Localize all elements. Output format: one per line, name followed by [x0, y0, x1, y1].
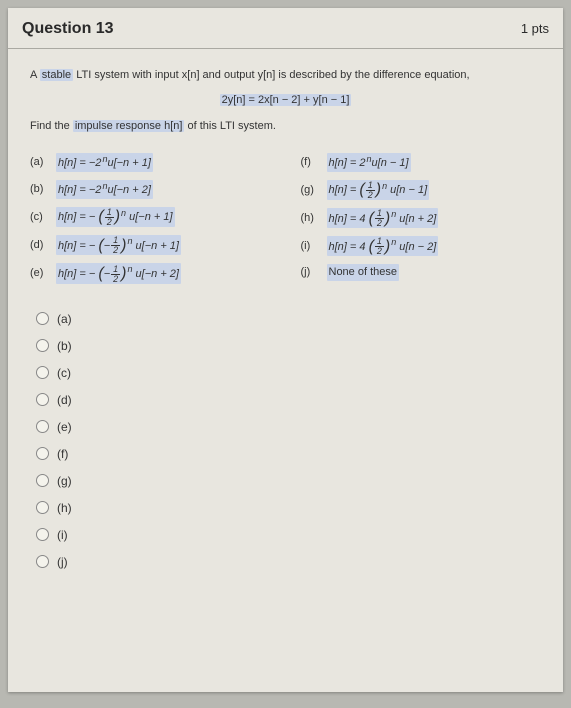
- radio-e[interactable]: (e): [36, 418, 541, 436]
- radio-a[interactable]: (a): [36, 310, 541, 328]
- option-d: (d) h[n] = − (−12)n u[−n + 1]: [30, 235, 271, 255]
- difference-equation: 2y[n] = 2x[n − 2] + y[n − 1]: [30, 92, 541, 109]
- option-i: (i) h[n] = 4 (12)n u[n − 2]: [301, 236, 542, 256]
- highlight-stable: stable: [40, 69, 73, 81]
- radio-i[interactable]: (i): [36, 526, 541, 544]
- option-expr: h[n] = −2nu[−n + 2]: [56, 180, 153, 199]
- question-card: Question 13 1 pts A stable LTI system wi…: [8, 8, 563, 692]
- radio-icon[interactable]: [36, 393, 49, 406]
- option-label: (e): [30, 265, 50, 282]
- option-label: (b): [30, 181, 50, 198]
- options-left: (a) h[n] = −2nu[−n + 1] (b) h[n] = −2nu[…: [30, 145, 271, 292]
- radio-icon[interactable]: [36, 420, 49, 433]
- prompt-text: LTI system with input x[n] and output y[…: [73, 69, 469, 81]
- option-label: (h): [301, 210, 321, 227]
- prompt-line-2: Find the impulse response h[n] of this L…: [30, 118, 541, 135]
- question-title: Question 13: [22, 20, 114, 38]
- radio-j[interactable]: (j): [36, 553, 541, 571]
- radio-f[interactable]: (f): [36, 445, 541, 463]
- radio-label: (f): [57, 445, 68, 463]
- highlight-impulse: impulse response h[n]: [73, 120, 185, 132]
- prompt-text: Find the: [30, 120, 73, 132]
- option-expr: h[n] = − (−12)n u[−n + 2]: [56, 263, 181, 283]
- radio-icon[interactable]: [36, 501, 49, 514]
- option-expr: h[n] = 2nu[n − 1]: [327, 153, 411, 172]
- radio-label: (b): [57, 337, 72, 355]
- question-points: 1 pts: [521, 21, 549, 36]
- option-label: (d): [30, 237, 50, 254]
- answer-radios: (a) (b) (c) (d) (e) (f) (g) (h) (i) (j): [30, 310, 541, 571]
- option-expr: h[n] = −2nu[−n + 1]: [56, 153, 153, 172]
- radio-label: (g): [57, 472, 72, 490]
- option-f: (f) h[n] = 2nu[n − 1]: [301, 153, 542, 172]
- radio-icon[interactable]: [36, 528, 49, 541]
- option-label: (j): [301, 264, 321, 281]
- option-j: (j) None of these: [301, 264, 542, 281]
- radio-icon[interactable]: [36, 555, 49, 568]
- radio-label: (i): [57, 526, 68, 544]
- radio-label: (j): [57, 553, 68, 571]
- radio-g[interactable]: (g): [36, 472, 541, 490]
- option-expr: h[n] = 4 (12)n u[n + 2]: [327, 208, 439, 228]
- prompt-line-1: A stable LTI system with input x[n] and …: [30, 67, 541, 84]
- option-expr: h[n] = − (−12)n u[−n + 1]: [56, 235, 181, 255]
- options-columns: (a) h[n] = −2nu[−n + 1] (b) h[n] = −2nu[…: [30, 145, 541, 292]
- radio-label: (e): [57, 418, 72, 436]
- radio-label: (h): [57, 499, 72, 517]
- option-expr: h[n] = 4 (12)n u[n − 2]: [327, 236, 439, 256]
- option-expr: h[n] = (12)n u[n − 1]: [327, 180, 430, 200]
- option-e: (e) h[n] = − (−12)n u[−n + 2]: [30, 263, 271, 283]
- radio-d[interactable]: (d): [36, 391, 541, 409]
- option-expr: None of these: [327, 264, 400, 281]
- option-label: (c): [30, 209, 50, 226]
- radio-label: (c): [57, 364, 71, 382]
- question-header: Question 13 1 pts: [8, 8, 563, 49]
- option-expr: h[n] = − (12)n u[−n + 1]: [56, 207, 175, 227]
- option-c: (c) h[n] = − (12)n u[−n + 1]: [30, 207, 271, 227]
- option-h: (h) h[n] = 4 (12)n u[n + 2]: [301, 208, 542, 228]
- radio-h[interactable]: (h): [36, 499, 541, 517]
- option-b: (b) h[n] = −2nu[−n + 2]: [30, 180, 271, 199]
- option-label: (a): [30, 154, 50, 171]
- option-label: (f): [301, 154, 321, 171]
- prompt-text: of this LTI system.: [184, 120, 276, 132]
- radio-b[interactable]: (b): [36, 337, 541, 355]
- radio-icon[interactable]: [36, 366, 49, 379]
- radio-icon[interactable]: [36, 312, 49, 325]
- option-label: (g): [301, 182, 321, 199]
- option-g: (g) h[n] = (12)n u[n − 1]: [301, 180, 542, 200]
- radio-label: (a): [57, 310, 72, 328]
- radio-c[interactable]: (c): [36, 364, 541, 382]
- option-label: (i): [301, 238, 321, 255]
- radio-icon[interactable]: [36, 474, 49, 487]
- options-right: (f) h[n] = 2nu[n − 1] (g) h[n] = (12)n u…: [301, 145, 542, 292]
- option-a: (a) h[n] = −2nu[−n + 1]: [30, 153, 271, 172]
- equation-hl: 2y[n] = 2x[n − 2] + y[n − 1]: [220, 94, 352, 106]
- question-body: A stable LTI system with input x[n] and …: [8, 49, 563, 590]
- radio-label: (d): [57, 391, 72, 409]
- prompt-text: A: [30, 69, 40, 81]
- radio-icon[interactable]: [36, 447, 49, 460]
- radio-icon[interactable]: [36, 339, 49, 352]
